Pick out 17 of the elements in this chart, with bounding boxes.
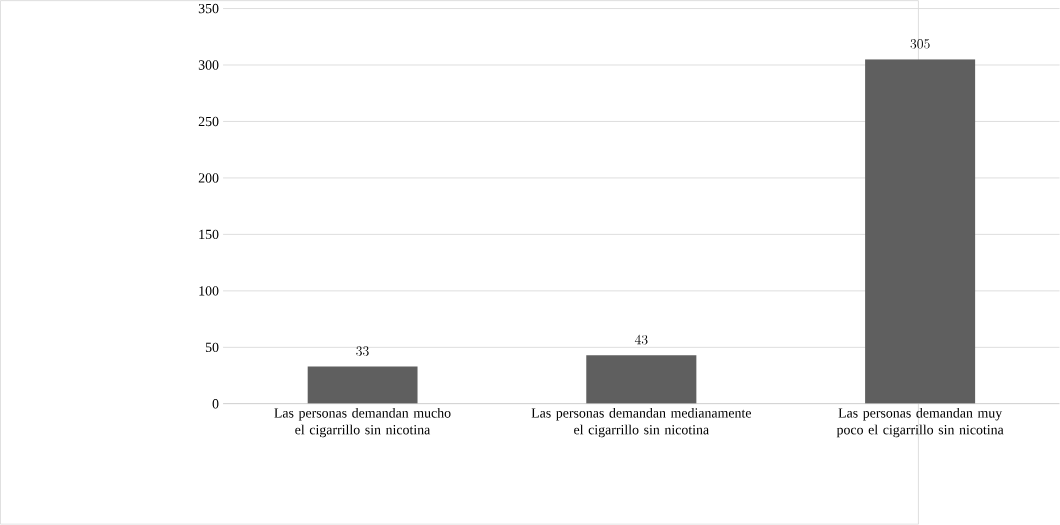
y-tick-label: 50 bbox=[205, 342, 219, 353]
bar bbox=[865, 59, 976, 404]
y-tick-label: 200 bbox=[198, 173, 219, 183]
y-tick-label: 250 bbox=[198, 116, 219, 127]
x-tick-label: Las personas demandan mucho el cigarrillo sin nicotina bbox=[274, 408, 451, 438]
y-tick-label: 350 bbox=[198, 4, 219, 14]
bar bbox=[586, 355, 697, 404]
y-tick-label: 150 bbox=[199, 229, 219, 240]
data-label: 33 bbox=[356, 346, 369, 356]
x-tick-label: Las personas demandan medianamente el cigarrillo sin nicotina bbox=[531, 408, 751, 438]
y-tick-label: 300 bbox=[198, 60, 219, 70]
y-tick-label: 100 bbox=[199, 286, 219, 296]
x-tick-label: Las personas demandan muy poco el cigarrillo sin nicotina bbox=[836, 408, 1004, 438]
bar bbox=[307, 366, 418, 404]
data-label: 43 bbox=[634, 335, 648, 345]
data-label: 305 bbox=[910, 39, 930, 49]
y-tick-label: 0 bbox=[212, 399, 219, 409]
